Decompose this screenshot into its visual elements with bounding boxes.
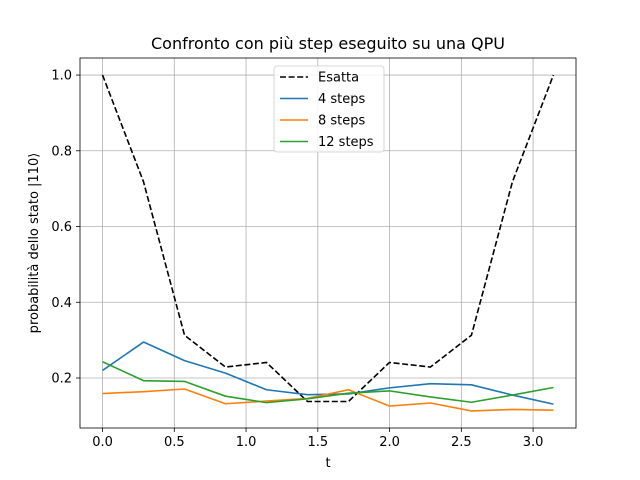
y-tick-label: 1.0 <box>51 69 72 84</box>
legend-label: 12 steps <box>318 135 374 150</box>
y-tick-label: 0.8 <box>51 144 72 159</box>
y-axis-label: probabilità dello stato |110⟩ <box>27 153 42 334</box>
x-axis-ticks: 0.0 0.5 1.0 1.5 2.0 2.5 3.0 <box>92 428 543 450</box>
series-line-12-steps <box>102 361 554 404</box>
series-lines <box>101 74 555 412</box>
plot-frame <box>79 57 577 429</box>
x-tick-label: 2.0 <box>379 435 400 450</box>
series-line-8-steps <box>102 388 554 412</box>
chart-title: Confronto con più step eseguito su una Q… <box>151 34 505 53</box>
x-tick-label: 0.5 <box>164 435 185 450</box>
y-tick-label: 0.6 <box>51 220 72 235</box>
x-tick-label: 2.5 <box>451 435 472 450</box>
legend-label: 8 steps <box>318 114 366 129</box>
legend-label: Esatta <box>318 71 359 86</box>
x-axis-label: t <box>325 456 330 471</box>
y-tick-label: 0.4 <box>51 296 72 311</box>
series-line-esatta <box>101 74 555 403</box>
x-tick-label: 0.0 <box>92 435 113 450</box>
legend: Esatta 4 steps 8 steps 12 steps <box>273 65 385 153</box>
x-tick-label: 3.0 <box>523 435 544 450</box>
x-tick-label: 1.5 <box>307 435 328 450</box>
legend-label: 4 steps <box>318 92 366 107</box>
legend-box <box>273 65 385 153</box>
x-tick-label: 1.0 <box>236 435 257 450</box>
y-axis-ticks: 0.2 0.4 0.6 0.8 1.0 <box>51 69 80 387</box>
y-tick-label: 0.2 <box>51 372 72 387</box>
